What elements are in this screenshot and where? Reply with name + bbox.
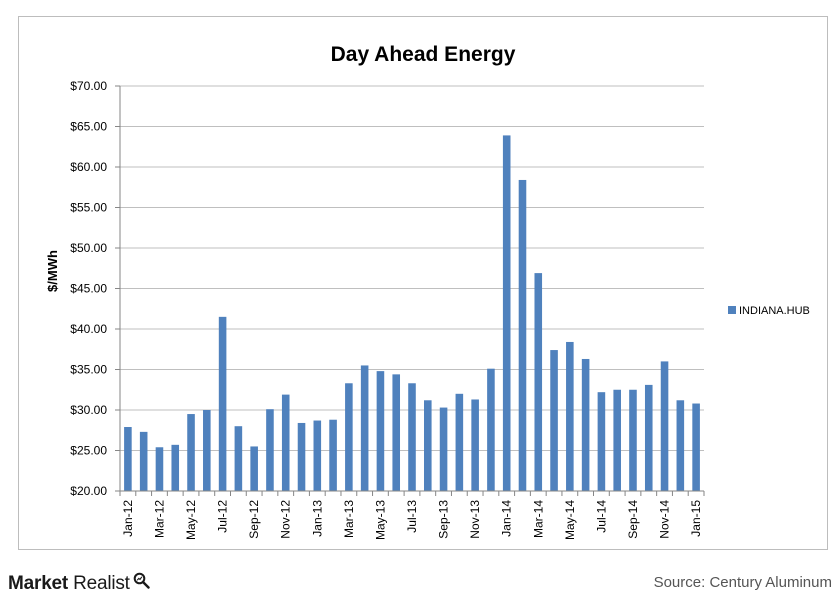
bar — [250, 446, 258, 491]
chart-frame: Day Ahead Energy $20.00 $25.00 $30.00 $35.0… — [18, 16, 828, 550]
x-tick-label: May-13 — [373, 500, 387, 540]
bar — [155, 447, 164, 491]
bar — [345, 383, 353, 491]
bar — [660, 361, 669, 491]
x-tick-label: Jan-14 — [500, 500, 514, 537]
bar — [281, 394, 290, 491]
bar — [203, 410, 211, 491]
bar — [502, 135, 511, 491]
bar — [629, 389, 637, 491]
bar — [313, 420, 322, 491]
legend-swatch — [728, 306, 736, 314]
bar — [360, 365, 369, 491]
y-tick-label: $35.00 — [70, 363, 107, 377]
day-ahead-energy-chart: Day Ahead Energy $20.00 $25.00 $30.00 $35.0… — [45, 43, 810, 540]
x-tick-label: Nov-14 — [658, 500, 672, 539]
x-tick-label: Nov-13 — [468, 500, 482, 539]
bar — [692, 403, 700, 491]
y-tick-label: $25.00 — [70, 444, 107, 458]
bar — [329, 419, 337, 491]
y-tick-label: $70.00 — [70, 79, 107, 93]
y-tick-label: $60.00 — [70, 160, 107, 174]
y-tick-labels: $20.00 $25.00 $30.00 $35.00 $40.00 $45.00 $50.… — [70, 79, 107, 498]
gridlines — [120, 85, 704, 451]
bar — [218, 316, 227, 491]
x-tick-label: Mar-12 — [153, 500, 167, 538]
x-tick-label: Jul-12 — [216, 500, 230, 533]
y-tick-label: $20.00 — [70, 484, 107, 498]
legend: INDIANA.HUB — [728, 305, 810, 317]
bar — [392, 374, 401, 491]
y-tick-label: $45.00 — [70, 282, 107, 296]
x-tick-label: May-12 — [184, 500, 198, 540]
bar — [187, 414, 195, 491]
x-tick-label: Jan-12 — [121, 500, 135, 537]
y-tick-label: $50.00 — [70, 241, 107, 255]
bar — [644, 384, 653, 491]
bar — [376, 371, 385, 491]
x-tick-labels: Jan-12 Mar-12 May-12 Jul-12 Sep-12 Nov-12 Jan-… — [121, 500, 703, 540]
bar — [550, 350, 558, 491]
x-tick-label: May-14 — [563, 500, 577, 540]
x-tick-label: Sep-13 — [437, 500, 451, 539]
bar — [597, 392, 606, 491]
market-realist-logo: Market Realist — [8, 572, 150, 595]
bar — [266, 409, 274, 491]
axes — [115, 85, 705, 496]
bar — [234, 426, 243, 491]
x-tick-label: Sep-14 — [626, 500, 640, 539]
bar — [581, 358, 590, 491]
x-tick-label: Jul-13 — [405, 500, 419, 533]
bar — [139, 431, 148, 491]
bar — [408, 383, 416, 491]
bars — [124, 135, 700, 491]
y-tick-label: $40.00 — [70, 322, 107, 336]
bar — [124, 427, 132, 491]
bar — [613, 389, 621, 491]
magnifier-icon — [133, 572, 150, 595]
bar — [455, 393, 464, 491]
bar — [487, 368, 495, 491]
brand-word-market: Market — [8, 572, 69, 594]
bar — [297, 422, 306, 491]
x-tick-label: Sep-12 — [247, 500, 261, 539]
brand-word-realist: Realist — [73, 572, 130, 594]
y-tick-label: $30.00 — [70, 403, 107, 417]
legend-label: INDIANA.HUB — [739, 305, 810, 317]
bar — [439, 407, 448, 491]
y-axis-label: $/MWh — [45, 250, 60, 292]
bar — [534, 273, 543, 491]
bar — [566, 341, 574, 491]
bar — [518, 179, 527, 491]
x-tick-label: Mar-13 — [342, 500, 356, 538]
chart-title: Day Ahead Energy — [331, 43, 516, 66]
x-tick-label: Jan-13 — [310, 500, 324, 537]
bar — [171, 444, 180, 491]
x-tick-label: Mar-14 — [531, 500, 545, 538]
source-note: Source: Century Aluminum — [653, 574, 832, 591]
x-tick-label: Jul-14 — [594, 500, 608, 533]
x-tick-label: Nov-12 — [279, 500, 293, 539]
y-tick-label: $55.00 — [70, 201, 107, 215]
y-tick-label: $65.00 — [70, 120, 107, 134]
bar — [424, 400, 432, 491]
bar — [471, 399, 479, 491]
x-tick-label: Jan-15 — [689, 500, 703, 537]
bar — [676, 400, 685, 491]
